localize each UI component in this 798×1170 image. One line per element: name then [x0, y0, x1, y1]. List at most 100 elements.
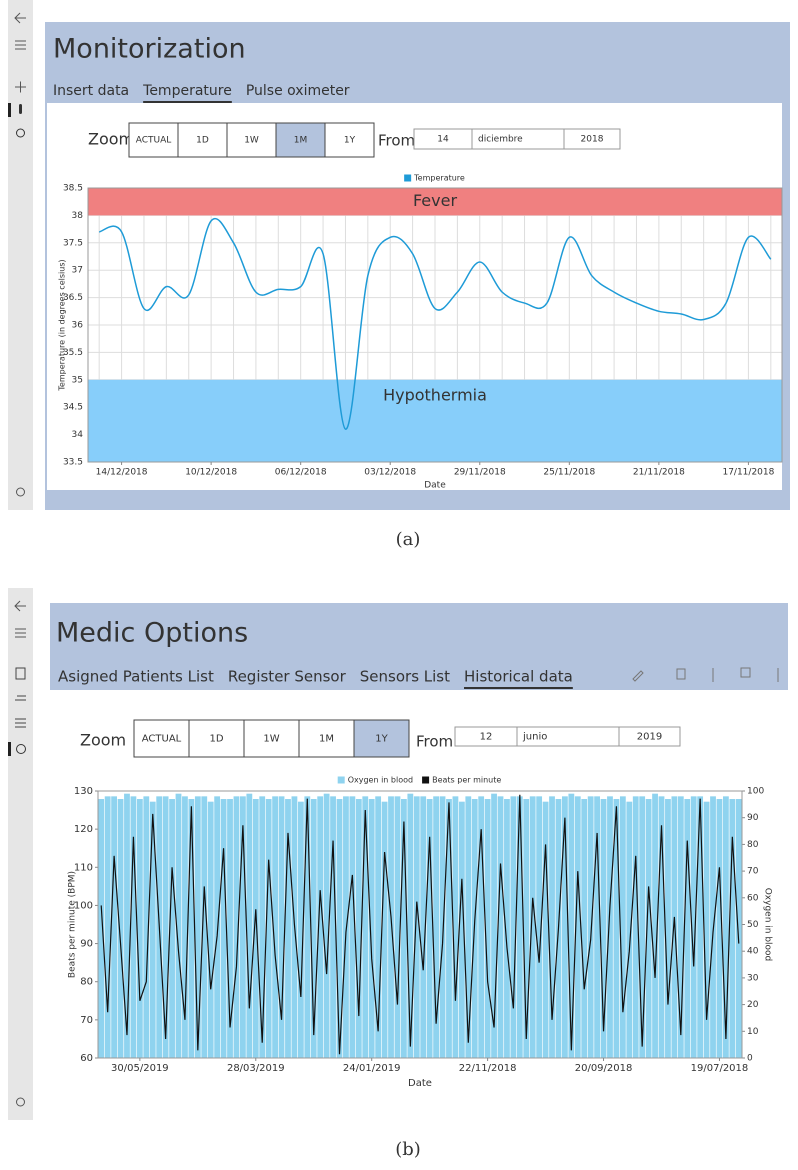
tab[interactable]: Sensors List [360, 668, 450, 686]
bar [581, 799, 588, 1058]
x-tick-label: 03/12/2018 [364, 468, 416, 478]
bar [484, 799, 491, 1058]
history-icon[interactable] [16, 744, 26, 754]
bar [690, 796, 697, 1058]
settings-icon[interactable] [16, 487, 25, 497]
zoom-button[interactable] [324, 122, 375, 158]
bar [201, 796, 208, 1058]
back-icon[interactable] [14, 600, 26, 612]
bar [188, 799, 195, 1058]
thermo-icon[interactable] [19, 104, 22, 114]
y-tick-label: 80 [80, 977, 93, 988]
zoom-label: Zoom [80, 731, 126, 750]
page-title: Monitorization [53, 34, 246, 65]
tab[interactable]: Pulse oximeter [246, 83, 350, 99]
x-tick-label: 30/05/2019 [111, 1063, 169, 1074]
bar [362, 796, 369, 1058]
band [88, 379, 782, 462]
tab[interactable]: Register Sensor [228, 668, 347, 686]
bar [716, 799, 723, 1058]
zoom-button[interactable] [133, 719, 190, 758]
y2-tick-label: 10 [747, 1027, 759, 1037]
y2-axis-label: Oxygen in blood [763, 888, 773, 962]
legend-label: Oxygen in blood [348, 776, 413, 785]
back-icon[interactable] [14, 12, 26, 24]
add-icon[interactable] [15, 81, 26, 93]
delete-icon[interactable] [676, 668, 686, 680]
sidebar [8, 0, 33, 510]
settings-icon[interactable] [16, 1097, 25, 1107]
bar [529, 796, 536, 1058]
bar [478, 796, 485, 1058]
x-axis-label: Date [424, 481, 446, 491]
legend-swatch [337, 776, 345, 784]
tab[interactable]: Insert data [53, 83, 129, 99]
date-value[interactable]: 12 [480, 732, 493, 743]
date-field[interactable] [618, 726, 681, 747]
y2-tick-label: 50 [747, 920, 759, 930]
nav-marker [8, 103, 11, 117]
date-field[interactable] [563, 128, 621, 150]
y2-tick-label: 70 [747, 867, 759, 877]
bar [207, 801, 214, 1058]
sidebar [8, 588, 33, 1120]
zoom-button-label[interactable]: ACTUAL [136, 136, 172, 146]
zoom-button-label[interactable]: 1D [209, 734, 223, 745]
date-value[interactable]: 14 [437, 135, 449, 145]
bar [246, 793, 253, 1058]
zoom-button-label[interactable]: 1D [196, 136, 209, 146]
zoom-button[interactable] [275, 122, 326, 158]
date-value[interactable]: junio [522, 732, 547, 743]
x-tick-label: 29/11/2018 [454, 468, 506, 478]
y-axis-label: Temperature (in degrees celsius) [58, 259, 67, 391]
patients-icon[interactable] [15, 695, 26, 701]
zoom-button[interactable] [298, 719, 355, 758]
bar [632, 796, 639, 1058]
bar [619, 796, 626, 1058]
bar [149, 801, 156, 1058]
tab[interactable]: Asigned Patients List [58, 668, 214, 686]
tab[interactable]: Temperature [142, 83, 232, 99]
y2-tick-label: 30 [747, 973, 759, 983]
sensors-icon[interactable] [15, 718, 26, 728]
zoom-button-label[interactable]: 1W [263, 734, 279, 745]
date-value[interactable]: 2019 [637, 732, 662, 743]
bar [388, 796, 394, 1058]
bar [574, 796, 581, 1058]
bar [240, 796, 246, 1058]
edit-icon[interactable] [632, 670, 644, 682]
bar [652, 793, 658, 1058]
menu-icon[interactable] [15, 628, 26, 638]
zoom-button[interactable] [243, 719, 300, 758]
y-tick-label: 60 [80, 1053, 93, 1064]
menu-icon[interactable] [15, 40, 26, 50]
bar [355, 799, 362, 1058]
zoom-button[interactable] [353, 719, 410, 758]
zoom-button-label[interactable]: 1W [244, 136, 259, 146]
bar [594, 796, 600, 1058]
x-tick-label: 19/07/2018 [691, 1063, 749, 1074]
band-label: Hypothermia [383, 385, 487, 404]
zoom-button-label[interactable]: 1M [319, 734, 334, 745]
header [50, 603, 788, 690]
zoom-button-label[interactable]: ACTUAL [142, 734, 182, 745]
page-title: Medic Options [56, 618, 248, 649]
list-icon[interactable] [15, 667, 26, 680]
tab[interactable]: Historical data [464, 668, 573, 686]
bar [665, 799, 671, 1058]
zoom-button[interactable] [188, 719, 245, 758]
zoom-button-label[interactable]: 1M [294, 136, 308, 146]
zoom-button-label[interactable]: 1Y [344, 136, 356, 146]
save-icon[interactable] [740, 667, 751, 678]
date-value[interactable]: diciembre [478, 135, 523, 145]
zoom-button-label[interactable]: 1Y [375, 734, 388, 745]
from-label: From [416, 733, 453, 751]
bar [516, 796, 523, 1058]
y2-tick-label: 20 [747, 1000, 759, 1010]
bar [111, 796, 117, 1058]
y-tick-label: 34 [72, 430, 84, 440]
oximeter-icon[interactable] [16, 128, 25, 138]
bar [130, 796, 137, 1058]
date-value[interactable]: 2018 [581, 135, 604, 145]
